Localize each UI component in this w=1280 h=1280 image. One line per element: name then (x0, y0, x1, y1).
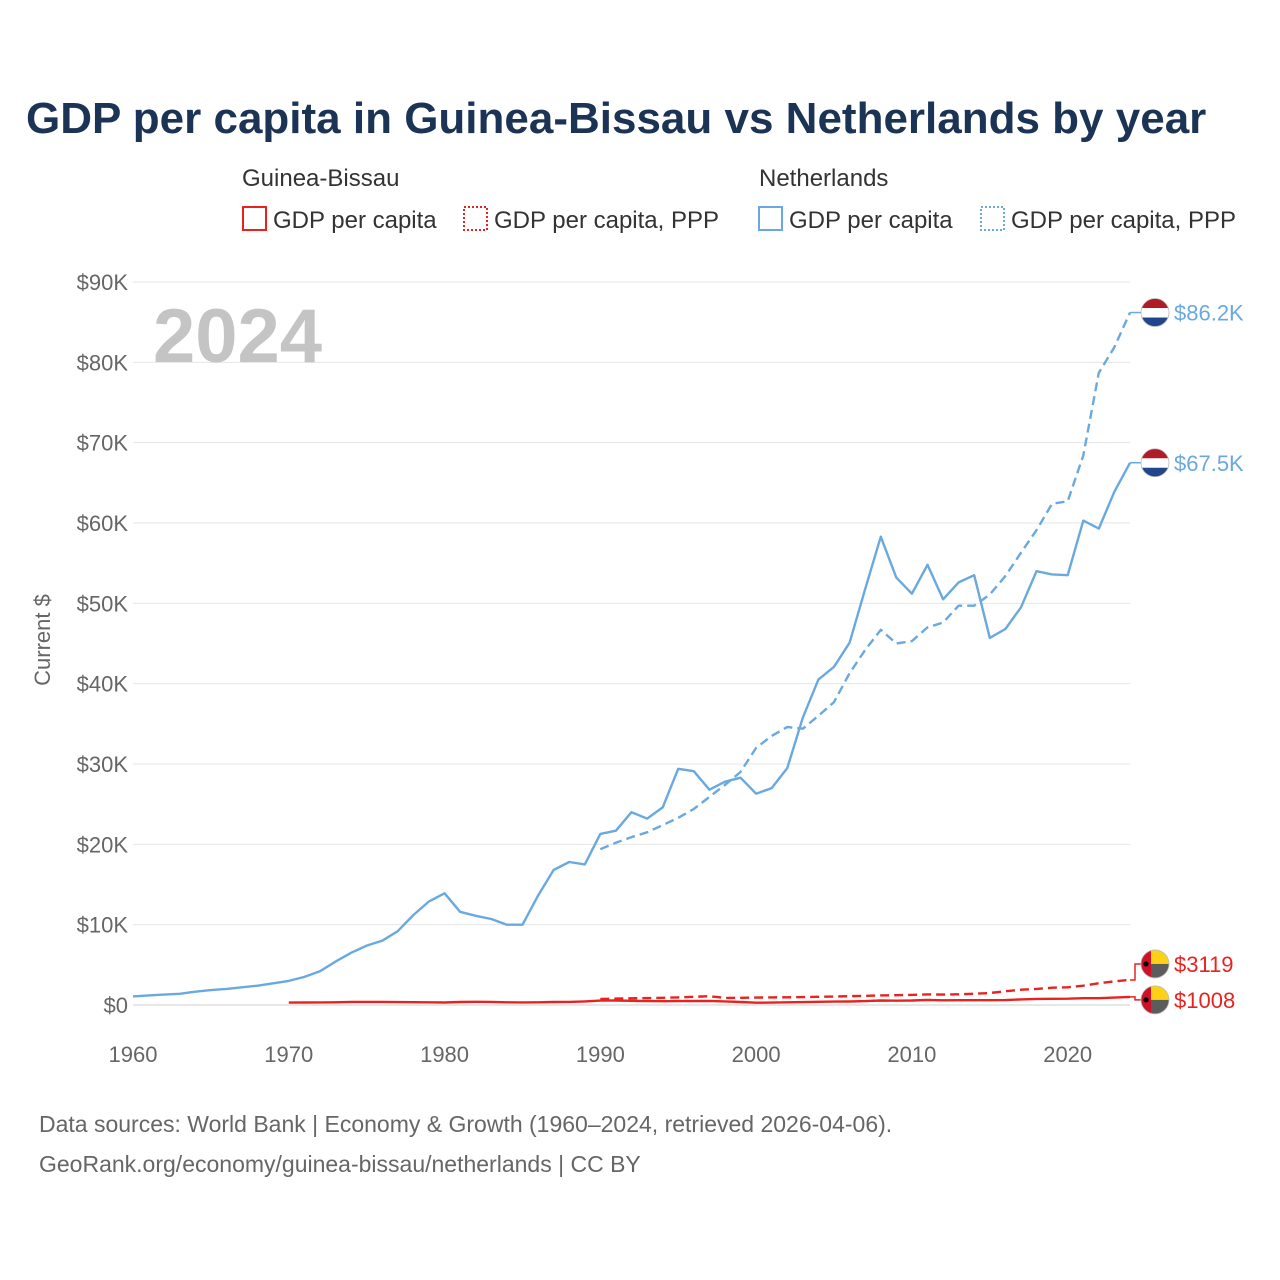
x-axis-ticks: 1960 1970 1980 1990 2000 2010 2020 (109, 1042, 1093, 1067)
legend-swatch-nl-ppp (980, 206, 1005, 231)
legend-label-gb-gdp: GDP per capita (273, 207, 437, 234)
grid (133, 281, 1130, 1006)
x-tick-label: 1990 (576, 1042, 625, 1067)
y-tick-label: $90K (77, 270, 129, 295)
netherlands-flag-icon (1140, 298, 1170, 327)
series-lines (132, 312, 1132, 1004)
chart-title: GDP per capita in Guinea-Bissau vs Nethe… (26, 94, 1206, 143)
legend-label-nl-gdp: GDP per capita (789, 207, 953, 234)
y-tick-label: $10K (77, 913, 129, 938)
legend-group-guinea-bissau: Guinea-Bissau (242, 165, 399, 192)
y-tick-label: $30K (77, 752, 129, 777)
x-tick-label: 2020 (1043, 1042, 1092, 1067)
source-url: GeoRank.org/economy/guinea-bissau/nether… (39, 1151, 641, 1177)
legend-group-netherlands: Netherlands (759, 165, 888, 192)
legend-label-nl-ppp: GDP per capita, PPP (1011, 207, 1236, 234)
end-label-guinea-bissau-gdp-per-capita: $1008 (1174, 988, 1235, 1013)
x-tick-label: 1960 (109, 1042, 158, 1067)
legend-swatch-gb-ppp (463, 206, 488, 231)
y-tick-label: $20K (77, 832, 129, 857)
y-tick-label: $50K (77, 591, 129, 616)
end-label-netherlands-gdp-per-capita: $67.5K (1174, 451, 1244, 476)
end-label-guinea-bissau-gdp-per-capita-ppp: $3119 (1174, 952, 1234, 977)
year-stamp: 2024 (153, 294, 322, 379)
netherlands-flag-icon (1140, 448, 1170, 478)
y-tick-label: $40K (77, 672, 129, 697)
y-axis-ticks: $0 $10K $20K $30K $40K $50K $60K $70K $80K $90K (77, 270, 129, 1018)
source-note: Data sources: World Bank | Economy & Gro… (39, 1111, 892, 1137)
line-guinea-bissau-gdp-per-capita-ppp (600, 978, 1131, 1001)
y-tick-label: $0 (104, 993, 128, 1018)
y-axis-label: Current $ (30, 594, 55, 686)
line-guinea-bissau-gdp-per-capita (288, 995, 1131, 1004)
end-label-netherlands-gdp-per-capita-ppp: $86.2K (1174, 301, 1244, 326)
legend-label-gb-ppp: GDP per capita, PPP (494, 207, 719, 234)
connector-guinea-bissau-gdp-per-capita (1130, 996, 1141, 1001)
legend: Guinea-Bissau GDP per capita GDP per cap… (242, 165, 1236, 234)
x-tick-label: 2000 (732, 1042, 781, 1067)
x-tick-label: 1980 (420, 1042, 469, 1067)
y-tick-label: $60K (77, 511, 129, 536)
guinea-bissau-flag-icon (1140, 949, 1170, 979)
y-tick-label: $70K (77, 431, 129, 456)
y-tick-label: $80K (77, 350, 129, 375)
legend-swatch-nl-gdp (758, 206, 783, 231)
guinea-bissau-flag-icon (1140, 985, 1170, 1015)
connector-guinea-bissau-gdp-per-capita-ppp (1130, 963, 1141, 981)
x-tick-label: 2010 (887, 1042, 936, 1067)
line-netherlands-gdp-per-capita (132, 462, 1132, 998)
x-tick-label: 1970 (264, 1042, 313, 1067)
legend-swatch-gb-gdp (242, 206, 267, 231)
end-markers: $67.5K $86.2K $1008 $3119 (1130, 298, 1244, 1015)
line-netherlands-gdp-per-capita-ppp (599, 312, 1132, 851)
